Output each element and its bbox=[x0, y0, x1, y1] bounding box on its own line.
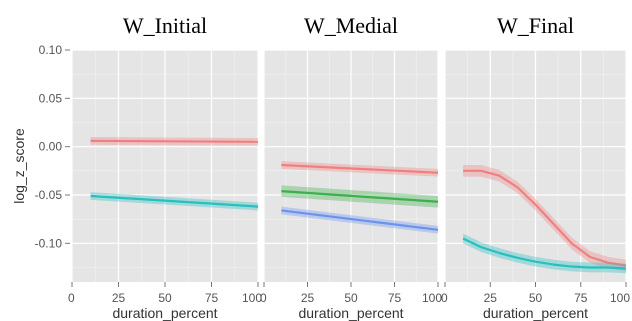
y-tick-label: -0.10 bbox=[35, 236, 63, 250]
series-line-red bbox=[90, 139, 259, 143]
x-tick-label: 50 bbox=[158, 291, 172, 305]
confidence-band-teal bbox=[463, 233, 626, 274]
y-tick-label: 0.05 bbox=[39, 91, 63, 105]
confidence-band-red bbox=[463, 165, 626, 272]
x-tick-label: 0 bbox=[68, 291, 75, 305]
y-tick-label: 0.00 bbox=[39, 140, 63, 154]
series-line-teal bbox=[90, 194, 259, 208]
x-tick-label: 75 bbox=[388, 291, 402, 305]
x-tick-label: 100 bbox=[610, 291, 630, 305]
series-line-blue bbox=[281, 209, 439, 231]
x-tick-label: 50 bbox=[529, 291, 543, 305]
x-tick-label: 50 bbox=[344, 291, 358, 305]
x-axis-title: duration_percent bbox=[112, 305, 217, 321]
x-tick-label: 25 bbox=[301, 291, 315, 305]
facet-title: W_Medial bbox=[304, 13, 398, 38]
y-tick-label: -0.05 bbox=[35, 188, 63, 202]
facet-title: W_Final bbox=[497, 13, 574, 38]
y-tick-label: 0.10 bbox=[39, 43, 63, 57]
x-tick-label: 25 bbox=[484, 291, 498, 305]
x-tick-label: 25 bbox=[112, 291, 126, 305]
series-line-teal bbox=[462, 237, 627, 270]
x-tick-label: 100 bbox=[242, 291, 262, 305]
x-axis-title: duration_percent bbox=[483, 305, 588, 321]
facet-title: W_Initial bbox=[123, 13, 207, 38]
x-axis-title: duration_percent bbox=[298, 305, 403, 321]
series-line-green bbox=[281, 190, 439, 203]
x-tick-label: 100 bbox=[422, 291, 442, 305]
x-tick-label: 75 bbox=[574, 291, 588, 305]
y-axis-title: log_z_score bbox=[11, 128, 27, 204]
series-line-red bbox=[281, 163, 439, 174]
x-tick-label: 0 bbox=[441, 291, 448, 305]
x-tick-label: 75 bbox=[205, 291, 219, 305]
x-tick-label: 0 bbox=[260, 291, 267, 305]
series-line-red bbox=[463, 169, 627, 267]
